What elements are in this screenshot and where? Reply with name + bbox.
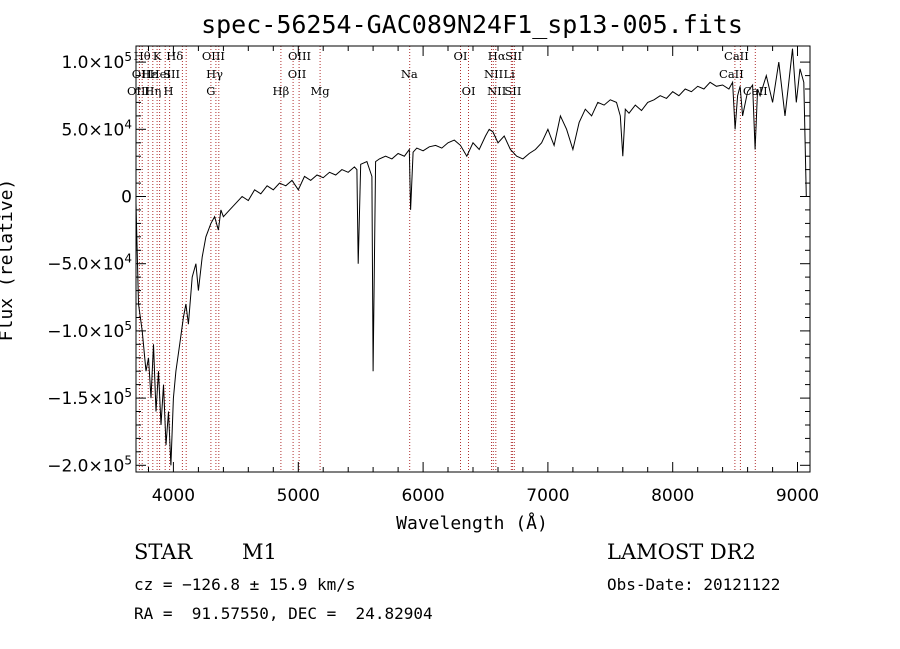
line-label: CaII <box>724 49 749 63</box>
y-tick-mantissa: 0 <box>121 188 132 208</box>
x-axis-ticks: 4000 5000 6000 7000 8000 9000 <box>148 46 819 506</box>
x-tick-label: 8000 <box>651 486 694 506</box>
y-axis-label: Flux (relative) <box>0 179 17 342</box>
y-tick-exponent: 4 <box>124 252 132 266</box>
line-label: Li <box>504 67 516 81</box>
y-tick-label: 1.0×105 <box>61 50 132 73</box>
line-label: Hδ <box>166 49 183 63</box>
x-tick-label: 5000 <box>277 486 320 506</box>
y-tick-exponent: 5 <box>124 319 132 333</box>
y-tick-label: −1.0×105 <box>47 319 132 342</box>
y-tick-label: −1.5×105 <box>47 386 132 409</box>
plot-frame <box>135 45 811 473</box>
line-label: Hθ <box>134 49 151 63</box>
emission-line-markers <box>138 46 756 472</box>
coordinates: RA = 91.57550, DEC = 24.82904 <box>134 604 433 623</box>
line-label: OII <box>288 67 307 81</box>
line-label: HeI <box>150 67 171 81</box>
line-label: SII <box>505 49 522 63</box>
x-tick-label: 7000 <box>526 486 569 506</box>
y-tick-mantissa: 5.0×10 <box>61 120 124 140</box>
line-label: Na <box>401 67 418 81</box>
line-label: G <box>206 84 215 98</box>
line-label: Hε <box>142 67 158 81</box>
y-tick-label: −5.0×104 <box>47 252 132 275</box>
line-label: OI <box>462 84 476 98</box>
y-tick-exponent: 4 <box>124 117 132 131</box>
x-axis-label: Wavelength (Å) <box>396 512 548 534</box>
line-label: H <box>163 84 173 98</box>
line-label: Hη <box>144 84 161 98</box>
y-tick-mantissa: −1.0×10 <box>47 322 124 342</box>
spectrum-line <box>135 48 807 466</box>
y-tick-mantissa: −5.0×10 <box>47 255 124 275</box>
y-axis-ticks: 1.0×1055.0×1040−5.0×104−1.0×105−1.5×105−… <box>47 50 810 476</box>
y-tick-label: −2.0×105 <box>47 453 132 476</box>
chart-title: spec-56254-GAC089N24F1_sp13-005.fits <box>201 10 743 39</box>
x-tick-label: 9000 <box>776 486 819 506</box>
line-label: SII <box>504 84 521 98</box>
line-label: Hβ <box>273 84 290 98</box>
line-label: OIII <box>202 49 225 63</box>
observation-date: Obs-Date: 20121122 <box>607 575 781 594</box>
line-label: SII <box>163 67 180 81</box>
line-label: OIII <box>127 84 150 98</box>
line-label: Hγ <box>206 67 223 81</box>
x-tick-label: 6000 <box>401 486 444 506</box>
line-label: OI <box>454 49 468 63</box>
line-label: OIII <box>288 49 311 63</box>
y-tick-exponent: 5 <box>124 386 132 400</box>
object-class: STAR <box>134 540 193 564</box>
line-label: K <box>153 49 162 63</box>
line-label: Mg <box>311 84 331 98</box>
line-label: Hα <box>488 49 506 63</box>
x-tick-label: 4000 <box>152 486 195 506</box>
line-label: NII <box>487 84 506 98</box>
y-tick-exponent: 5 <box>124 50 132 64</box>
y-tick-mantissa: −1.5×10 <box>47 389 124 409</box>
y-tick-label: 0 <box>121 188 132 208</box>
object-subclass: M1 <box>242 540 277 564</box>
line-label: CaII <box>719 67 744 81</box>
y-tick-mantissa: −2.0×10 <box>47 456 124 476</box>
line-label: CaII <box>743 84 768 98</box>
line-label: NII <box>484 67 503 81</box>
y-tick-mantissa: 1.0×10 <box>61 53 124 73</box>
redshift-velocity: cz = −126.8 ± 15.9 km/s <box>134 575 356 594</box>
survey-name: LAMOST DR2 <box>607 540 756 564</box>
y-tick-label: 5.0×104 <box>61 117 132 140</box>
y-tick-exponent: 5 <box>124 453 132 467</box>
